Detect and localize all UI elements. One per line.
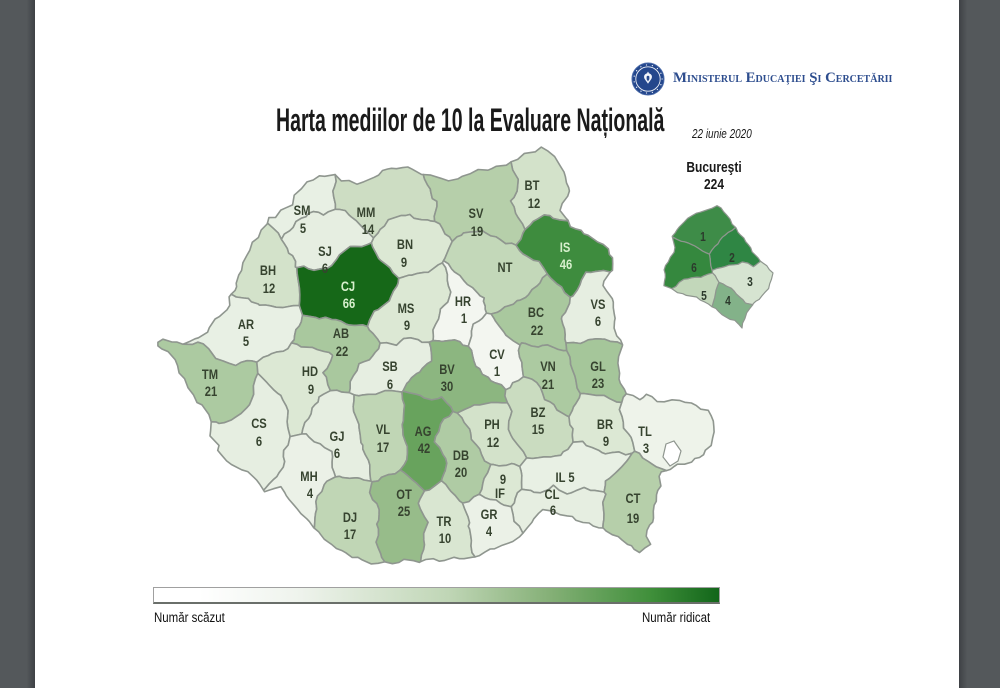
svg-text:9: 9 bbox=[308, 382, 314, 397]
svg-text:OT: OT bbox=[396, 487, 412, 502]
svg-text:1: 1 bbox=[461, 311, 467, 326]
svg-text:SB: SB bbox=[382, 359, 398, 374]
svg-text:CV: CV bbox=[489, 347, 505, 362]
svg-text:21: 21 bbox=[205, 384, 217, 399]
svg-text:6: 6 bbox=[387, 377, 393, 392]
svg-text:6: 6 bbox=[550, 503, 556, 518]
svg-text:AG: AG bbox=[415, 424, 432, 439]
svg-text:CJ: CJ bbox=[341, 279, 355, 294]
svg-text:5: 5 bbox=[243, 334, 249, 349]
svg-text:17: 17 bbox=[344, 527, 356, 542]
svg-text:CS: CS bbox=[251, 416, 267, 431]
svg-text:GJ: GJ bbox=[330, 429, 345, 444]
svg-text:12: 12 bbox=[487, 435, 499, 450]
svg-text:12: 12 bbox=[263, 281, 275, 296]
svg-text:VL: VL bbox=[376, 422, 391, 437]
svg-text:BZ: BZ bbox=[531, 405, 546, 420]
svg-text:23: 23 bbox=[592, 376, 604, 391]
svg-text:TM: TM bbox=[202, 367, 218, 382]
svg-text:AB: AB bbox=[333, 326, 349, 341]
svg-text:SV: SV bbox=[469, 206, 484, 221]
svg-text:SJ: SJ bbox=[318, 244, 332, 259]
svg-text:BR: BR bbox=[597, 417, 613, 432]
svg-text:IF: IF bbox=[495, 486, 505, 501]
svg-text:BT: BT bbox=[525, 178, 540, 193]
svg-text:HR: HR bbox=[455, 294, 471, 309]
svg-text:19: 19 bbox=[627, 511, 639, 526]
svg-text:66: 66 bbox=[343, 296, 355, 311]
svg-text:22: 22 bbox=[336, 344, 348, 359]
svg-text:20: 20 bbox=[455, 465, 467, 480]
svg-text:17: 17 bbox=[377, 440, 389, 455]
svg-text:4: 4 bbox=[486, 524, 492, 539]
svg-text:CT: CT bbox=[626, 491, 641, 506]
svg-text:15: 15 bbox=[532, 422, 544, 437]
svg-text:BC: BC bbox=[528, 305, 544, 320]
svg-text:VN: VN bbox=[540, 359, 556, 374]
svg-text:MS: MS bbox=[398, 301, 415, 316]
svg-text:6: 6 bbox=[334, 446, 340, 461]
svg-text:1: 1 bbox=[700, 231, 706, 244]
svg-text:5: 5 bbox=[701, 290, 707, 303]
svg-text:TL: TL bbox=[638, 424, 652, 439]
svg-text:9: 9 bbox=[404, 318, 410, 333]
svg-text:14: 14 bbox=[362, 222, 374, 237]
svg-text:10: 10 bbox=[439, 531, 451, 546]
svg-text:3: 3 bbox=[643, 441, 649, 456]
svg-text:4: 4 bbox=[725, 295, 731, 308]
svg-text:GL: GL bbox=[590, 359, 606, 374]
svg-text:5: 5 bbox=[300, 221, 306, 236]
svg-text:3: 3 bbox=[747, 276, 753, 289]
svg-text:9: 9 bbox=[500, 472, 506, 487]
svg-text:MM: MM bbox=[357, 205, 376, 220]
svg-text:19: 19 bbox=[471, 224, 483, 239]
svg-text:BN: BN bbox=[397, 237, 413, 252]
svg-text:DB: DB bbox=[453, 448, 469, 463]
svg-text:BV: BV bbox=[439, 362, 455, 377]
svg-text:DJ: DJ bbox=[343, 510, 357, 525]
svg-text:9: 9 bbox=[401, 255, 407, 270]
svg-text:9: 9 bbox=[603, 434, 609, 449]
svg-text:42: 42 bbox=[418, 441, 430, 456]
svg-text:IL 5: IL 5 bbox=[555, 470, 574, 485]
svg-text:25: 25 bbox=[398, 504, 410, 519]
svg-text:GR: GR bbox=[481, 507, 498, 522]
svg-text:AR: AR bbox=[238, 317, 254, 332]
svg-text:21: 21 bbox=[542, 377, 554, 392]
svg-text:NT: NT bbox=[498, 260, 513, 275]
svg-text:46: 46 bbox=[560, 257, 572, 272]
svg-text:6: 6 bbox=[256, 434, 262, 449]
svg-text:22: 22 bbox=[531, 323, 543, 338]
svg-text:IS: IS bbox=[560, 240, 571, 255]
svg-text:HD: HD bbox=[302, 364, 318, 379]
svg-text:TR: TR bbox=[437, 514, 452, 529]
svg-text:1: 1 bbox=[494, 364, 500, 379]
svg-text:6: 6 bbox=[322, 261, 328, 276]
svg-text:6: 6 bbox=[595, 314, 601, 329]
svg-text:30: 30 bbox=[441, 379, 453, 394]
svg-text:4: 4 bbox=[307, 486, 313, 501]
svg-text:BH: BH bbox=[260, 263, 276, 278]
svg-text:12: 12 bbox=[528, 196, 540, 211]
svg-text:6: 6 bbox=[691, 262, 697, 275]
svg-text:CL: CL bbox=[545, 487, 560, 502]
svg-text:VS: VS bbox=[591, 297, 606, 312]
svg-text:MH: MH bbox=[300, 469, 317, 484]
svg-text:SM: SM bbox=[294, 203, 311, 218]
svg-text:PH: PH bbox=[484, 417, 500, 432]
svg-text:2: 2 bbox=[729, 252, 735, 265]
